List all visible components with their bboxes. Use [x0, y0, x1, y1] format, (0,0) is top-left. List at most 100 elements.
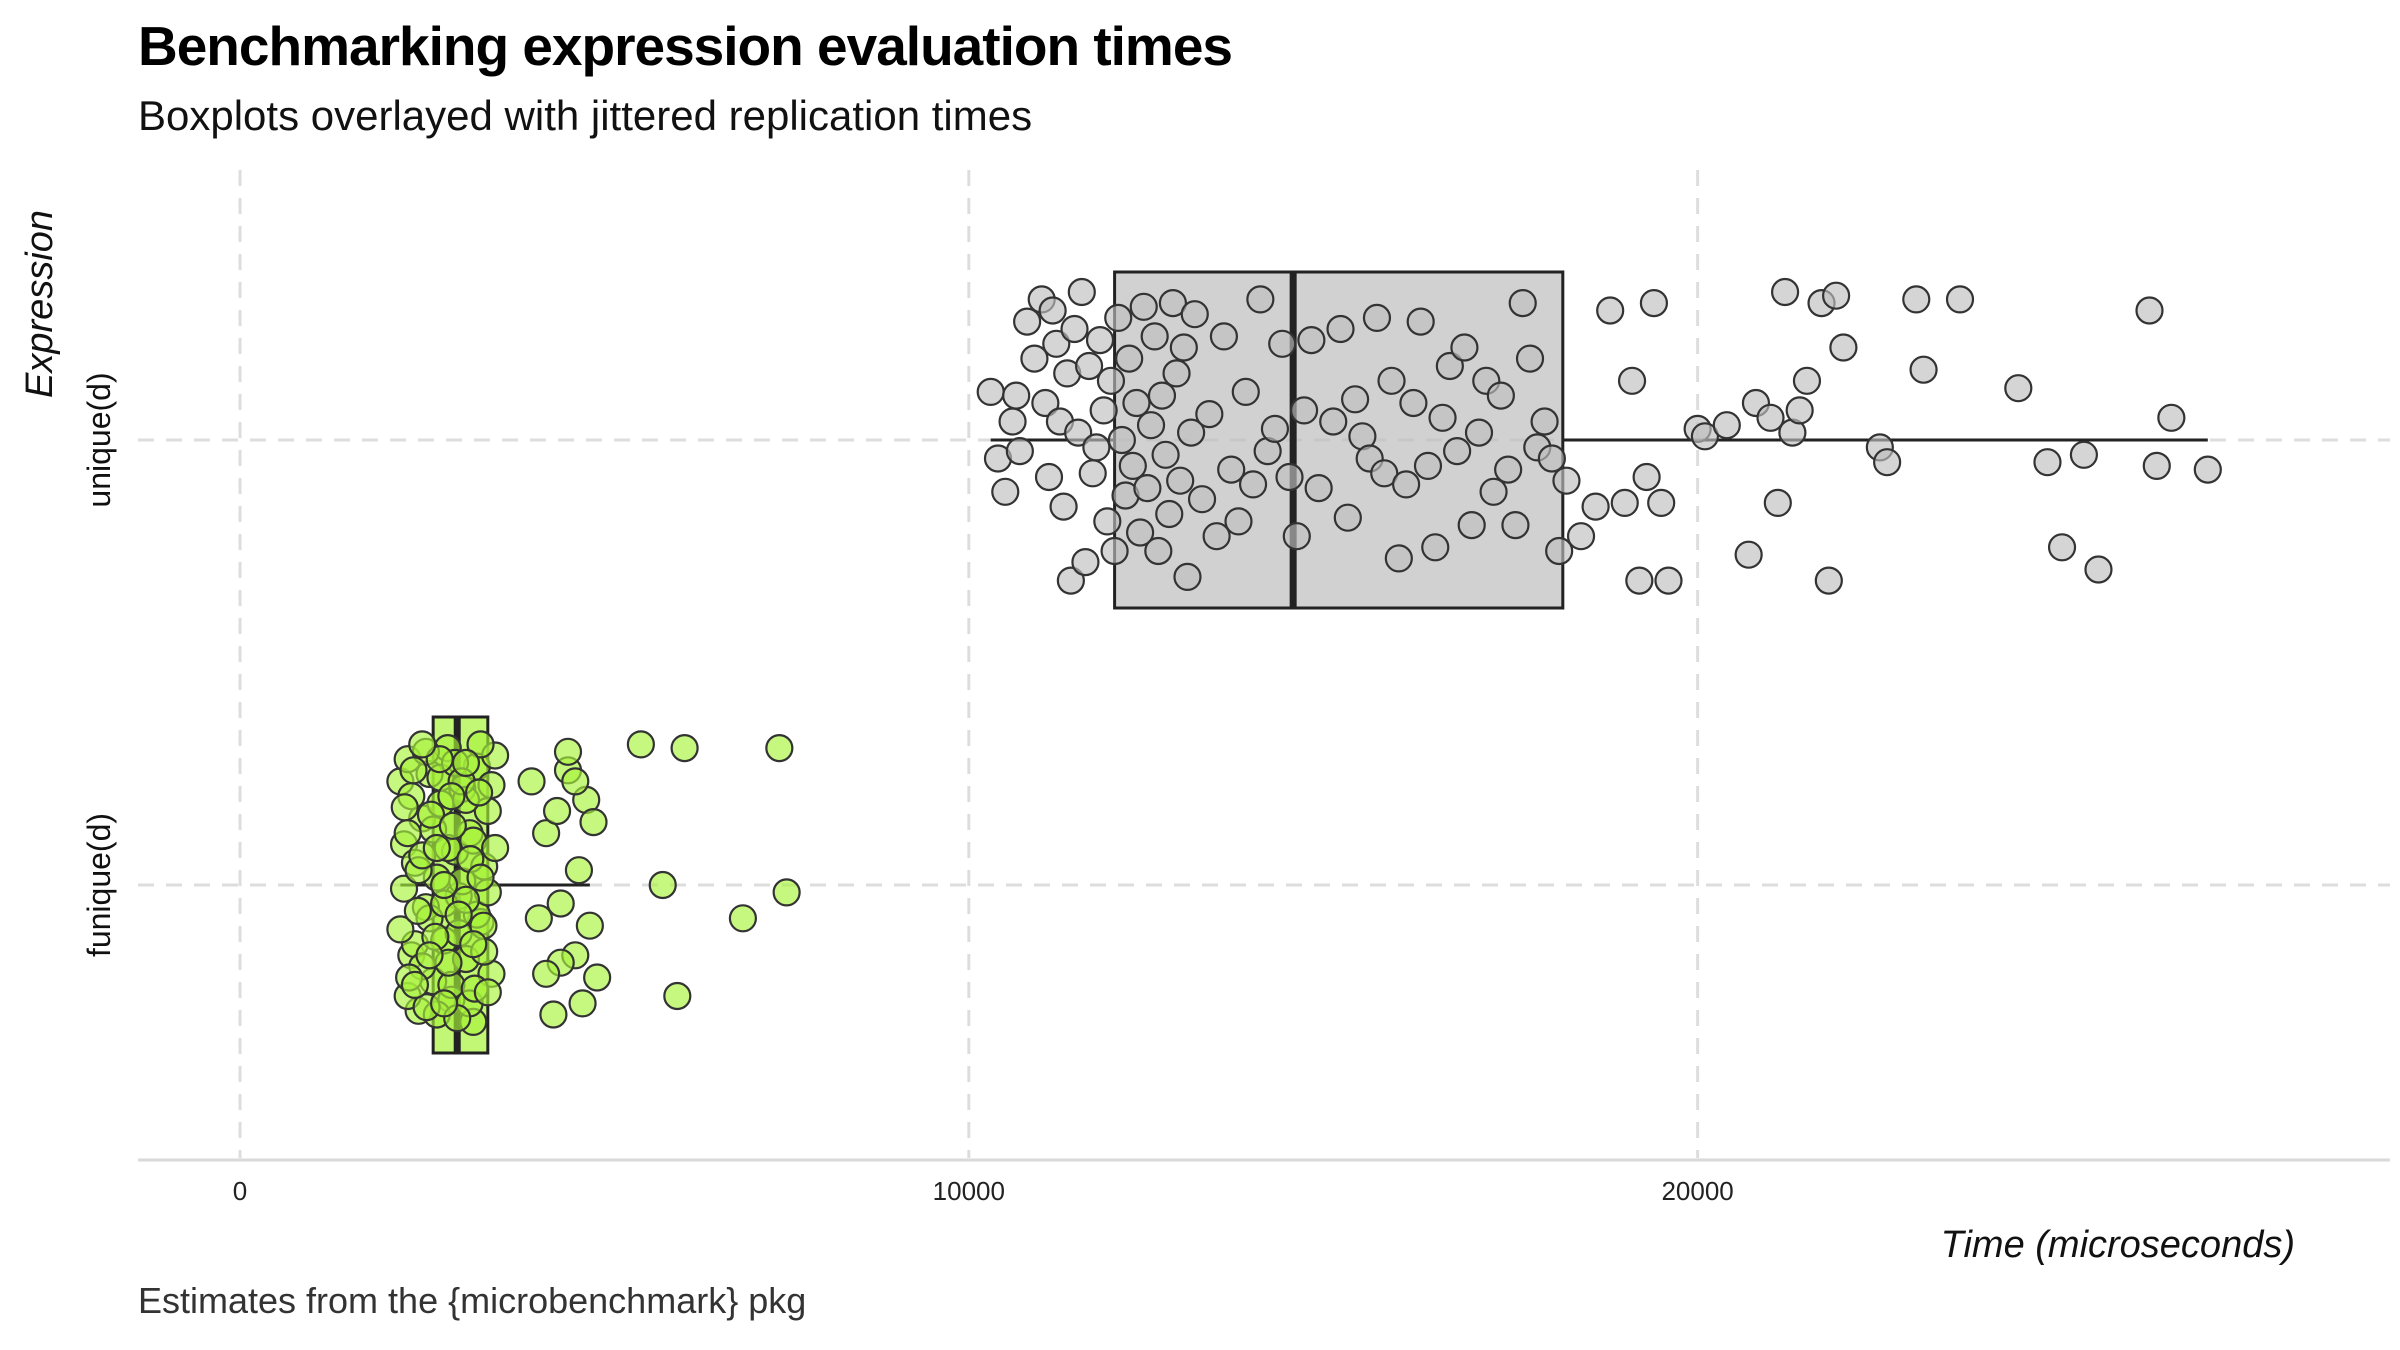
box-layer	[400, 270, 2208, 1055]
data-point	[1224, 507, 1253, 536]
data-point	[399, 756, 428, 785]
data-point	[1639, 289, 1669, 318]
y-axis-title: Expression	[19, 210, 61, 398]
data-point	[663, 981, 692, 1011]
x-tick-label: 0	[233, 1176, 247, 1206]
data-point	[2084, 555, 2113, 584]
data-point	[1115, 344, 1144, 373]
data-point	[1268, 329, 1297, 358]
data-point	[532, 819, 561, 848]
data-point	[438, 811, 467, 840]
data-point	[517, 767, 546, 796]
data-point	[473, 978, 502, 1007]
y-tick-label: unique(d)	[81, 372, 117, 507]
data-point	[1399, 388, 1428, 418]
data-point	[728, 904, 758, 933]
data-point	[1479, 477, 1508, 506]
data-point	[1792, 366, 1822, 395]
data-point	[1136, 411, 1166, 440]
data-point	[1341, 385, 1370, 414]
data-point	[1202, 522, 1231, 551]
data-point	[1508, 289, 1537, 318]
data-point	[1177, 418, 1206, 447]
data-point	[466, 863, 495, 892]
data-point	[991, 477, 1020, 506]
data-point	[1064, 418, 1093, 447]
data-point	[1140, 322, 1169, 351]
data-point	[1494, 455, 1523, 484]
data-point	[1435, 351, 1464, 381]
data-point	[1756, 403, 1785, 432]
data-point	[1289, 396, 1319, 425]
data-point	[772, 878, 801, 907]
data-point	[1464, 418, 1494, 447]
data-point	[532, 959, 561, 988]
data-point	[1632, 462, 1661, 492]
data-point	[429, 989, 459, 1018]
data-point	[2004, 374, 2033, 403]
data-point	[1162, 359, 1191, 388]
x-tick-label: 20000	[1661, 1176, 1733, 1206]
data-point	[1326, 314, 1355, 344]
data-point	[390, 793, 419, 822]
data-point	[1107, 425, 1136, 455]
data-point	[1421, 533, 1450, 562]
data-point	[1596, 296, 1625, 325]
data-point	[1822, 281, 1851, 310]
data-point	[1625, 566, 1654, 595]
data-point	[429, 870, 459, 900]
y-tick-label: funique(d)	[81, 813, 117, 957]
data-point	[1049, 492, 1078, 521]
data-point	[1333, 503, 1362, 532]
data-point	[451, 748, 481, 778]
data-point	[575, 911, 604, 940]
data-point	[1209, 322, 1239, 351]
data-point	[2142, 451, 2171, 480]
data-point	[539, 1000, 568, 1029]
data-point	[1362, 303, 1392, 332]
chart-subtitle: Boxplots overlayed with jittered replica…	[138, 92, 1033, 139]
data-point	[1151, 440, 1180, 469]
data-point	[1909, 355, 1938, 384]
data-point	[1530, 407, 1559, 436]
data-point	[2135, 296, 2164, 325]
data-point	[1005, 437, 1034, 466]
data-point	[1217, 455, 1246, 484]
data-point	[1297, 326, 1326, 355]
data-point	[1118, 451, 1147, 480]
data-point	[1089, 396, 1118, 425]
data-point	[1370, 459, 1399, 488]
data-point	[408, 730, 437, 759]
data-point	[1071, 547, 1100, 577]
x-tick-label: 10000	[933, 1176, 1005, 1206]
data-point	[1155, 499, 1184, 529]
data-point	[1246, 285, 1275, 314]
data-point	[998, 407, 1027, 436]
data-point	[2157, 403, 2186, 432]
data-point	[1610, 488, 1639, 517]
data-point	[1377, 366, 1406, 395]
chart-title: Benchmarking expression evaluation times	[138, 15, 1233, 77]
data-point	[1093, 507, 1122, 536]
data-point	[386, 915, 415, 944]
data-point	[481, 833, 510, 863]
data-point	[583, 963, 612, 992]
data-point	[1020, 344, 1049, 373]
chart-caption: Estimates from the {microbenchmark} pkg	[138, 1280, 807, 1321]
data-point	[553, 737, 583, 766]
data-point	[1013, 307, 1042, 336]
data-point	[1085, 326, 1115, 355]
data-point	[1690, 422, 1720, 451]
tick-layer: 0 10000 20000 unique(d) funique(d)	[81, 372, 1734, 1206]
data-point	[564, 856, 594, 885]
data-point	[1082, 433, 1111, 462]
data-point	[393, 819, 422, 848]
data-point	[1515, 344, 1545, 373]
data-point	[1238, 470, 1268, 499]
data-point	[415, 941, 444, 970]
data-point	[1147, 381, 1177, 410]
data-point	[765, 733, 794, 763]
data-point	[542, 796, 572, 826]
data-point	[403, 896, 432, 926]
data-point	[1002, 381, 1031, 410]
